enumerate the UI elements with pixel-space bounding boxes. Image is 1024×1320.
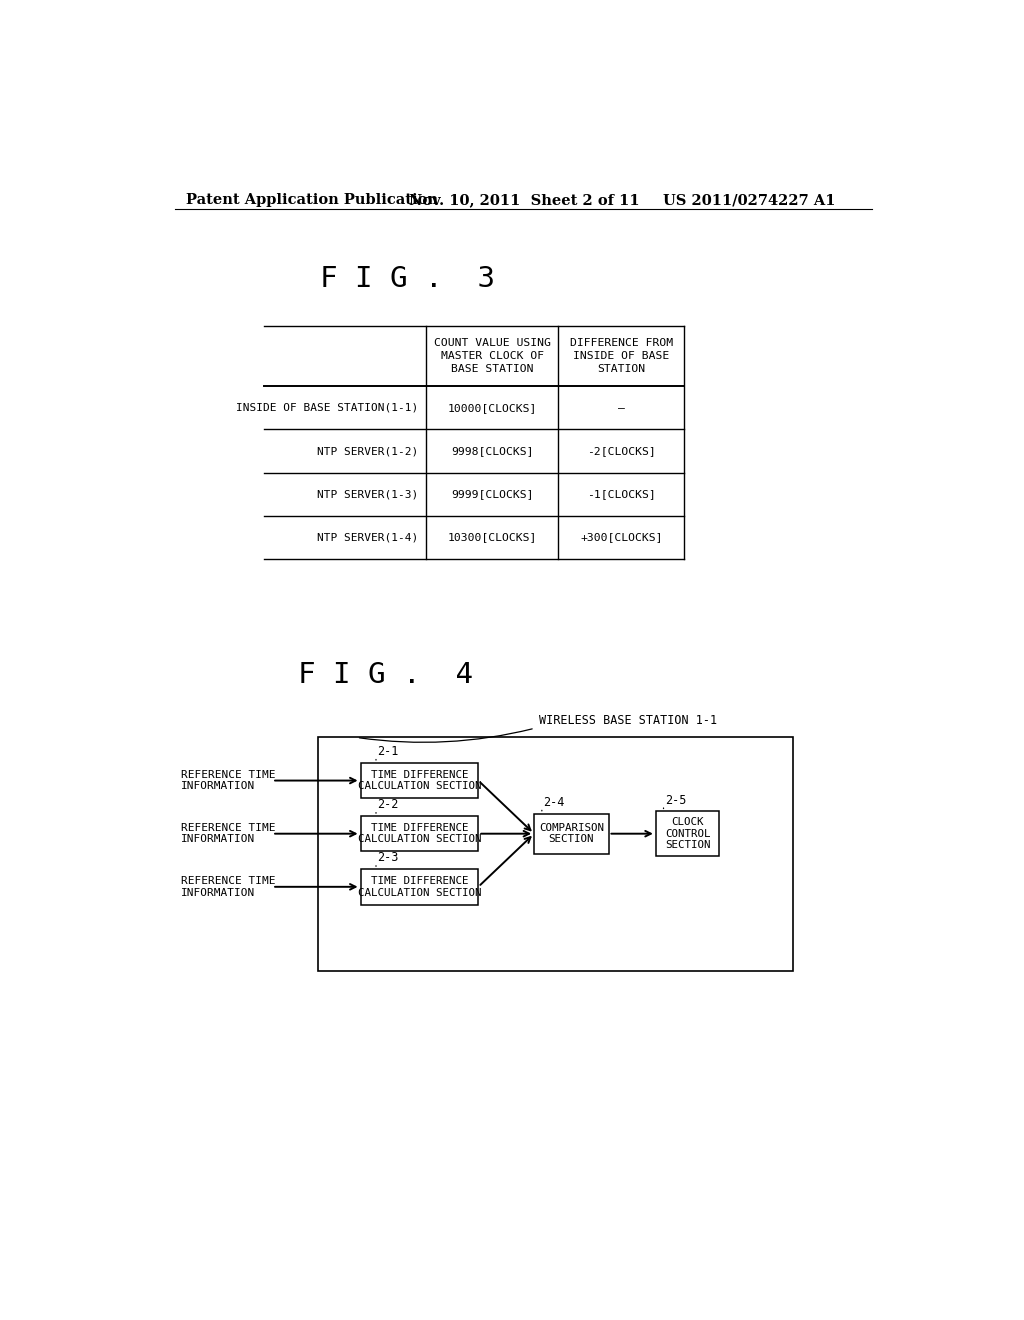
Text: NTP SERVER(1-2): NTP SERVER(1-2) [317,446,419,455]
Text: COUNT VALUE USING
MASTER CLOCK OF
BASE STATION: COUNT VALUE USING MASTER CLOCK OF BASE S… [434,338,551,375]
Text: TIME DIFFERENCE
CALCULATION SECTION: TIME DIFFERENCE CALCULATION SECTION [357,770,481,792]
Text: DIFFERENCE FROM
INSIDE OF BASE
STATION: DIFFERENCE FROM INSIDE OF BASE STATION [569,338,673,375]
Text: 2-2: 2-2 [378,799,399,812]
Bar [655,812,719,857]
Text: REFERENCE TIME
INFORMATION: REFERENCE TIME INFORMATION [180,822,275,845]
Text: INSIDE OF BASE STATION(1-1): INSIDE OF BASE STATION(1-1) [237,403,419,413]
Text: TIME DIFFERENCE
CALCULATION SECTION: TIME DIFFERENCE CALCULATION SECTION [357,876,481,898]
Text: NTP SERVER(1-3): NTP SERVER(1-3) [317,490,419,499]
Text: +300[CLOCKS]: +300[CLOCKS] [580,532,663,543]
Text: F I G .  4: F I G . 4 [299,661,473,689]
Bar [535,813,608,854]
Text: -1[CLOCKS]: -1[CLOCKS] [587,490,655,499]
Text: TIME DIFFERENCE
CALCULATION SECTION: TIME DIFFERENCE CALCULATION SECTION [357,822,481,845]
Text: NTP SERVER(1-4): NTP SERVER(1-4) [317,532,419,543]
Text: 10000[CLOCKS]: 10000[CLOCKS] [447,403,537,413]
Text: REFERENCE TIME
INFORMATION: REFERENCE TIME INFORMATION [180,770,275,792]
Text: REFERENCE TIME
INFORMATION: REFERENCE TIME INFORMATION [180,876,275,898]
Bar [360,816,478,851]
Bar [360,763,478,799]
Text: 9998[CLOCKS]: 9998[CLOCKS] [451,446,534,455]
Text: COMPARISON
SECTION: COMPARISON SECTION [539,822,604,845]
Text: Nov. 10, 2011  Sheet 2 of 11: Nov. 10, 2011 Sheet 2 of 11 [410,193,640,207]
Bar [317,738,793,970]
Text: 2-5: 2-5 [665,793,686,807]
Text: 2-1: 2-1 [378,746,399,758]
Text: F I G .  3: F I G . 3 [321,264,496,293]
Text: 9999[CLOCKS]: 9999[CLOCKS] [451,490,534,499]
Text: 10300[CLOCKS]: 10300[CLOCKS] [447,532,537,543]
Text: 2-3: 2-3 [378,851,399,865]
Text: —: — [617,403,625,413]
Text: 2-4: 2-4 [544,796,565,809]
Text: CLOCK
CONTROL
SECTION: CLOCK CONTROL SECTION [665,817,711,850]
Bar [360,869,478,904]
Text: US 2011/0274227 A1: US 2011/0274227 A1 [663,193,836,207]
Text: -2[CLOCKS]: -2[CLOCKS] [587,446,655,455]
Text: WIRELESS BASE STATION 1-1: WIRELESS BASE STATION 1-1 [539,714,717,726]
Text: Patent Application Publication: Patent Application Publication [186,193,438,207]
